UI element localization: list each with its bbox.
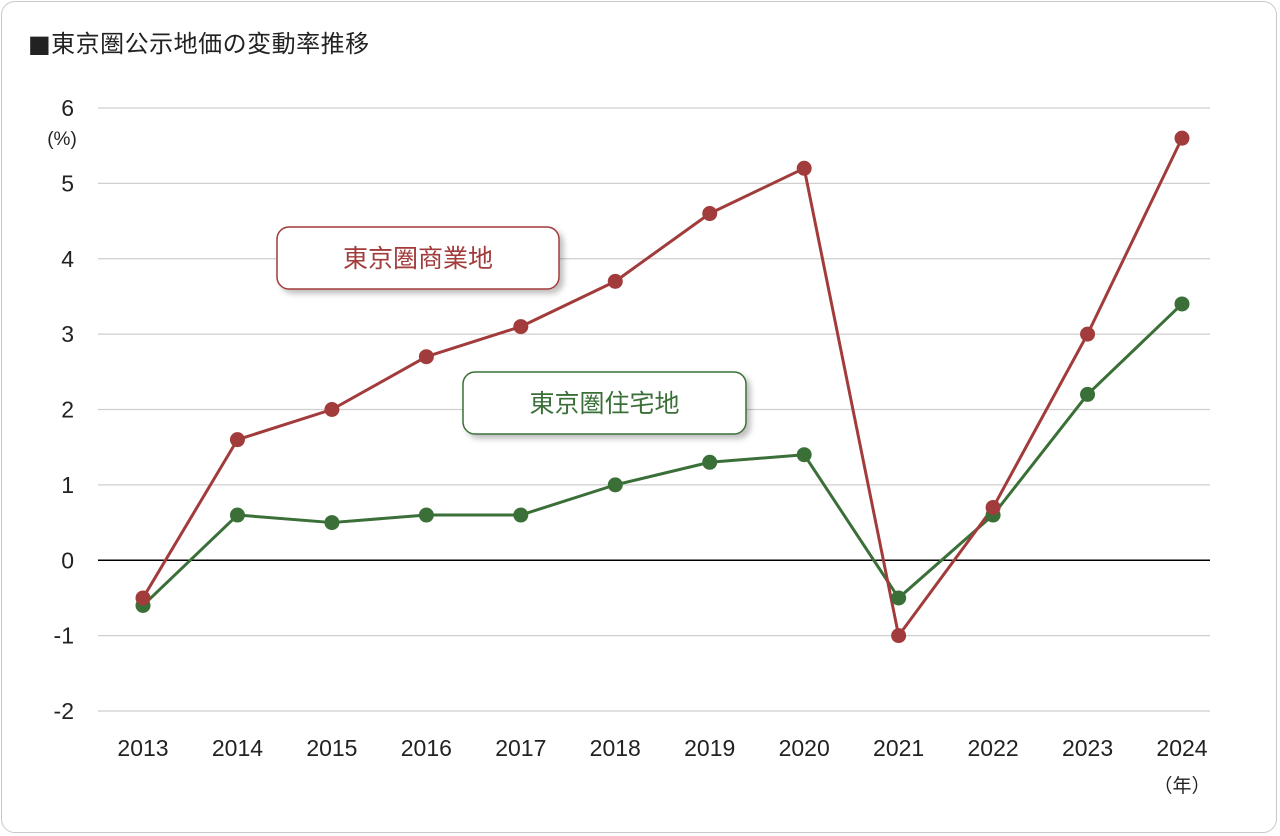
grid-lines (98, 107, 1210, 712)
x-tick-label: 2024 (1156, 735, 1207, 761)
series-line-residential (141, 302, 1184, 607)
data-point-commercial (985, 499, 1001, 515)
commercial-label-box (276, 226, 560, 290)
y-tick-label: 4 (61, 246, 74, 272)
data-point-commercial (418, 349, 434, 365)
y-tick-label: 2 (61, 397, 74, 423)
data-point-commercial (135, 590, 151, 606)
x-tick-label: 2022 (968, 735, 1019, 761)
data-point-commercial (1080, 326, 1096, 342)
x-tick-label: 2016 (401, 735, 452, 761)
residential-series-label: 東京圏住宅地 (529, 389, 679, 418)
series-labels: 東京圏商業地 東京圏住宅地 (276, 226, 747, 435)
x-tick-label: 2017 (495, 735, 546, 761)
x-tick-label: 2018 (590, 735, 641, 761)
y-tick-label: 3 (61, 321, 74, 347)
y-tick-label: -1 (54, 623, 74, 649)
data-point-commercial (324, 402, 340, 417)
x-axis-ticks: 2013 2014 2015 2016 2017 2018 2019 2020 2021 2022… (117, 735, 1207, 761)
data-point-residential (1174, 296, 1190, 312)
data-point-commercial (1174, 130, 1190, 146)
data-point-residential (418, 507, 434, 523)
series-line-commercial (141, 137, 1184, 638)
data-point-residential (702, 454, 718, 470)
y-tick-label: 5 (61, 170, 74, 196)
chart-title: ■東京圏公示地価の変動率推移 (28, 30, 370, 58)
series-group (135, 130, 1190, 644)
x-tick-label: 2020 (779, 735, 830, 761)
data-point-residential (1080, 386, 1096, 402)
data-point-residential (796, 447, 812, 463)
data-point-residential (229, 507, 245, 523)
x-axis-unit: （年） (1153, 775, 1210, 797)
commercial-series-label: 東京圏商業地 (343, 244, 493, 273)
x-tick-label: 2015 (306, 735, 357, 761)
x-tick-label: 2023 (1062, 735, 1113, 761)
data-point-commercial (796, 160, 812, 176)
data-point-residential (891, 590, 907, 606)
y-tick-label: 6 (61, 95, 74, 121)
y-tick-label: 1 (61, 472, 74, 498)
data-point-residential (513, 507, 529, 523)
data-point-residential (607, 477, 623, 493)
x-tick-label: 2019 (684, 735, 735, 761)
y-tick-label: 0 (61, 547, 74, 573)
data-point-residential (324, 515, 340, 531)
y-tick-label: -2 (54, 698, 74, 724)
data-point-commercial (513, 319, 529, 335)
residential-label-box (462, 371, 747, 435)
x-tick-label: 2014 (212, 735, 263, 761)
data-point-commercial (229, 432, 245, 448)
x-tick-label: 2021 (873, 735, 924, 761)
data-point-commercial (702, 206, 718, 222)
x-tick-label: 2013 (117, 735, 168, 761)
y-axis-unit: (%) (47, 129, 77, 150)
data-point-commercial (607, 273, 623, 289)
data-point-commercial (891, 628, 907, 644)
y-axis-ticks: 6 5 4 3 2 1 0 -1 -2 (54, 95, 75, 724)
